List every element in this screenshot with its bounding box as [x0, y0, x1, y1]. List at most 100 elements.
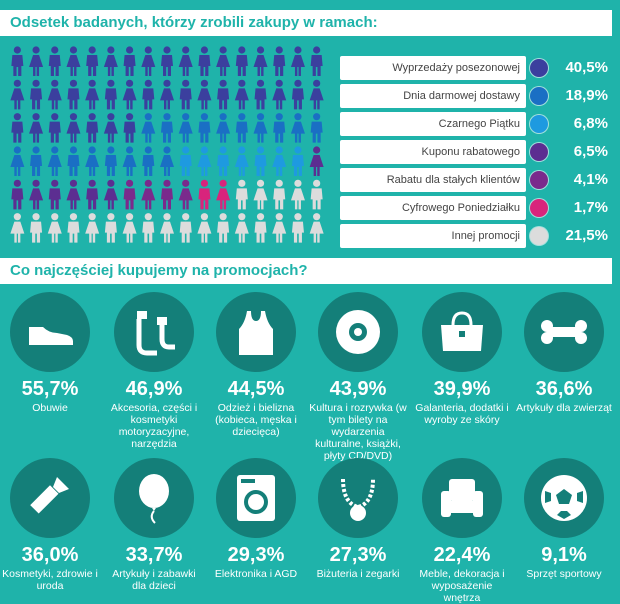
person-male-icon	[123, 46, 136, 76]
person-female-icon	[103, 46, 118, 76]
person-male-icon	[142, 146, 155, 176]
person-male-icon	[104, 146, 117, 176]
person-female-icon	[66, 179, 81, 210]
person-male-icon	[67, 146, 80, 176]
legend-value: 40,5%	[565, 59, 608, 76]
person-male-icon	[254, 79, 267, 110]
category-percent: 33,7%	[125, 544, 183, 566]
handbag-icon	[441, 311, 483, 351]
person-male-icon	[198, 113, 211, 143]
category-percent: 46,9%	[125, 378, 183, 400]
legend-item: Innej promocji 21,5%	[340, 224, 610, 248]
category-item: 46,9% Akcesoria, części i kosmetyki motor…	[104, 292, 204, 450]
legend-label: Wyprzedaży posezonowej	[340, 56, 526, 80]
armchair-icon	[441, 479, 483, 517]
person-male-icon	[217, 146, 230, 176]
category-percent: 9,1%	[541, 544, 587, 566]
person-male-icon	[198, 46, 211, 76]
legend-color-dot	[530, 115, 548, 133]
person-female-icon	[85, 213, 100, 243]
category-label: Artykuły dla zwierząt	[516, 402, 612, 414]
category-label: Akcesoria, części i kosmetyki motoryzacy…	[110, 402, 198, 450]
category-label: Kultura i rozrywka (w tym bilety na wyda…	[309, 402, 407, 462]
category-label: Meble, dekoracja i wyposażenie wnętrza	[419, 568, 505, 604]
person-female-icon	[216, 179, 231, 210]
legend-value: 6,5%	[573, 143, 608, 160]
category-label: Sprzęt sportowy	[526, 568, 602, 580]
category-item: 43,9% Kultura i rozrywka (w tym bilety na…	[308, 292, 408, 462]
icon-circle	[422, 458, 502, 538]
legend-label: Rabatu dla stałych klientów	[340, 168, 526, 192]
person-male-icon	[67, 79, 80, 110]
legend-value: 4,1%	[573, 171, 608, 188]
person-male-icon	[104, 213, 117, 243]
person-female-icon	[290, 179, 305, 210]
legend-color-dot	[530, 59, 548, 77]
person-male-icon	[30, 213, 43, 243]
icon-circle	[318, 458, 398, 538]
legend-item: Wyprzedaży posezonowej 40,5%	[340, 56, 610, 80]
person-female-icon	[141, 46, 156, 76]
person-male-icon	[217, 79, 230, 110]
person-female-icon	[253, 46, 268, 76]
person-male-icon	[104, 79, 117, 110]
person-male-icon	[179, 146, 192, 176]
person-female-icon	[160, 146, 174, 176]
icon-circle	[10, 458, 90, 538]
person-female-icon	[122, 146, 137, 176]
person-male-icon	[142, 79, 155, 110]
category-label: Biżuteria i zegarki	[316, 568, 400, 580]
category-item: 44,5% Odzież i bielizna (kobieca, męska i…	[206, 292, 306, 438]
person-male-icon	[86, 113, 99, 143]
balloon-icon	[139, 474, 169, 524]
icon-circle	[422, 292, 502, 372]
legend-label: Dnia darmowej dostawy	[340, 84, 526, 108]
person-female-icon	[66, 46, 81, 76]
person-female-icon	[309, 146, 324, 176]
person-female-icon	[234, 146, 249, 176]
person-female-icon	[234, 79, 249, 110]
legend-label: Cyfrowego Poniedziałku	[340, 196, 526, 220]
person-male-icon	[198, 179, 211, 210]
legend-item: Dnia darmowej dostawy 18,9%	[340, 84, 610, 108]
person-female-icon	[178, 113, 193, 143]
person-female-icon	[216, 46, 231, 76]
person-female-icon	[178, 46, 193, 76]
person-male-icon	[11, 179, 24, 210]
person-male-icon	[48, 46, 61, 76]
person-female-icon	[47, 146, 62, 176]
person-male-icon	[30, 146, 43, 176]
person-male-icon	[11, 113, 24, 143]
legend-item: Czarnego Piątku 6,8%	[340, 112, 610, 136]
legend-color-dot	[530, 227, 548, 245]
person-female-icon	[290, 113, 305, 143]
person-male-icon	[235, 179, 248, 210]
person-male-icon	[217, 213, 230, 243]
person-female-icon	[178, 179, 193, 210]
legend-color-dot	[530, 199, 548, 217]
person-female-icon	[272, 146, 287, 176]
category-percent: 43,9%	[329, 378, 387, 400]
icon-circle	[318, 292, 398, 372]
person-male-icon	[48, 179, 61, 210]
legend-color-dot	[530, 171, 548, 189]
person-male-icon	[161, 179, 173, 210]
shoe-icon	[29, 327, 73, 345]
person-female-icon	[122, 213, 137, 243]
person-female-icon	[141, 113, 156, 143]
icon-circle	[114, 458, 194, 538]
category-item: 33,7% Artykuły i zabawki dla dzieci	[104, 458, 204, 592]
person-female-icon	[103, 113, 118, 143]
person-female-icon	[122, 79, 137, 110]
section-title-categories: Co najczęściej kupujemy na promocjach?	[0, 258, 612, 284]
legend-color-dot	[530, 87, 548, 105]
person-female-icon	[47, 79, 62, 110]
category-percent: 55,7%	[21, 378, 79, 400]
person-female-icon	[253, 113, 268, 143]
person-female-icon	[29, 46, 44, 76]
icon-circle	[10, 292, 90, 372]
person-female-icon	[272, 213, 287, 243]
person-male-icon	[273, 113, 286, 143]
person-female-icon	[160, 79, 174, 110]
person-female-icon	[10, 213, 25, 243]
